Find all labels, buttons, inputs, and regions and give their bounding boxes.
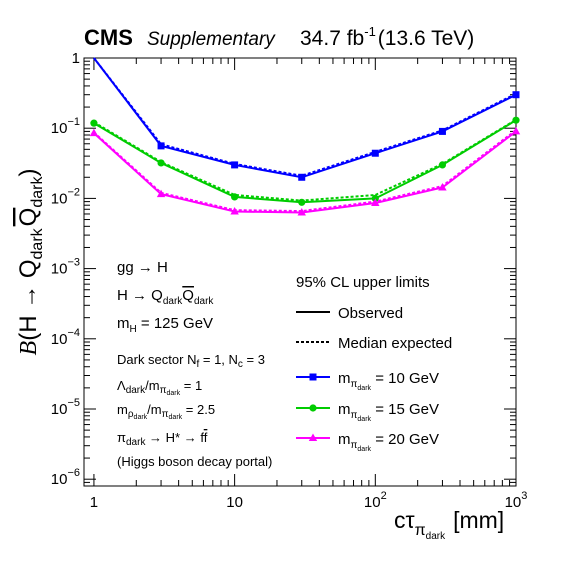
observed-point: [90, 119, 98, 127]
observed-point: [511, 126, 521, 135]
x-tick-label: 1: [90, 494, 98, 511]
status-label: Supplementary: [147, 29, 276, 50]
legend-series-label: mπdark = 15 GeV: [338, 401, 439, 423]
observed-point: [230, 207, 239, 215]
legend-series-label: mπdark = 10 GeV: [338, 370, 439, 392]
observed-point: [438, 161, 447, 169]
lambda-ratio-label: Λdark/mπdark = 1: [117, 378, 202, 397]
legend-series-marker: [308, 433, 318, 441]
observed-point: [89, 128, 99, 137]
portal-note: (Higgs boson decay portal): [117, 454, 272, 469]
observed-point: [157, 159, 165, 167]
y-tick-label: 10−1: [51, 116, 80, 137]
observed-point: [512, 116, 520, 124]
x-tick-label: 103: [505, 490, 528, 511]
process-label: gg → H: [117, 259, 168, 276]
y-tick-label: 10−2: [51, 186, 80, 207]
x-axis-label: cτπdark[mm]: [394, 507, 504, 542]
x-tick-label: 10: [226, 494, 243, 511]
observed-point: [438, 182, 447, 191]
axis-ticks: [84, 57, 517, 487]
observed-point: [298, 173, 306, 181]
observed-point: [371, 194, 379, 202]
legend-series-marker: [309, 404, 317, 412]
observed-point: [157, 142, 165, 150]
observed-point: [371, 149, 379, 157]
y-tick-label: 1: [72, 50, 80, 67]
observed-point: [298, 198, 306, 206]
observed-point: [156, 189, 166, 198]
axis-tick-labels: 1 10 102 103 1 10−1 10−2 10−3 10−4 10−5 10−6: [51, 50, 528, 511]
legend-expected-label: Median expected: [338, 335, 452, 352]
x-tick-label: 102: [364, 490, 387, 511]
observed-point: [231, 161, 239, 169]
observed-point: [297, 207, 306, 216]
legend-series-label: mπdark = 20 GeV: [338, 431, 439, 453]
limit-curves: [89, 57, 521, 216]
y-axis-label: B(H → QdarkQdark): [15, 169, 46, 356]
portal-label: πdark → H* → ff: [117, 430, 208, 448]
y-tick-label: 10−5: [51, 397, 80, 418]
higgs-mass-label: mH = 125 GeV: [117, 315, 213, 335]
y-tick-label: 10−3: [51, 257, 80, 278]
observed-point: [231, 193, 239, 201]
y-tick-label: 10−6: [51, 467, 80, 488]
observed-point: [371, 198, 380, 206]
rho-ratio-label: mρdark/mπdark = 2.5: [117, 402, 215, 421]
legend-observed-label: Observed: [338, 305, 403, 322]
observed-point: [512, 91, 520, 99]
legend-title: 95% CL upper limits: [296, 274, 430, 291]
observed-point: [438, 127, 446, 135]
decay-label: H → QdarkQdark: [117, 287, 214, 307]
legend-series-marker: [309, 373, 317, 381]
dark-sector-label: Dark sector Nf = 1, Nc = 3: [117, 352, 265, 370]
y-tick-label: 10−4: [51, 327, 80, 348]
lumi-label: 34.7 fb-1(13.6 TeV): [300, 24, 474, 50]
observed-line-2: [93, 130, 517, 214]
cms-label: CMS: [84, 25, 133, 50]
legend: 95% CL upper limits Observed Median expe…: [296, 274, 452, 453]
